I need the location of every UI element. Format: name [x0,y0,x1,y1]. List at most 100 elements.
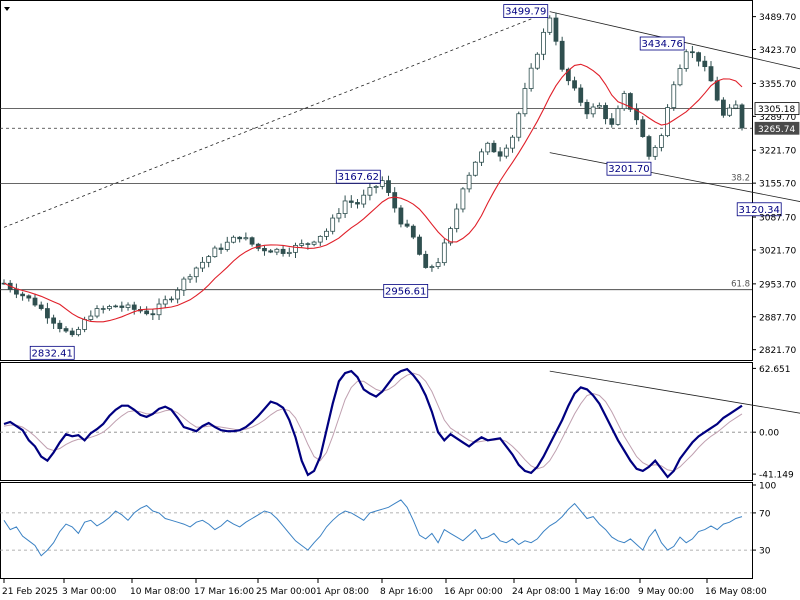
price-candle [88,310,94,322]
price-candle [286,247,292,257]
price-candle [324,228,329,241]
price-candle [113,304,119,308]
price-candle [727,104,732,117]
price-axis-label: 3087.70 [759,214,796,224]
rsi-panel [0,499,752,557]
rsi-axis-label: 100 [759,482,776,492]
price-candle [503,144,509,159]
price-candle [237,236,243,243]
price-candle [423,250,429,269]
time-axis-label: 9 May 00:00 [638,587,694,597]
price-candle [107,304,112,311]
price-axis-label: 3489.70 [759,13,796,23]
time-axis-label: 16 Apr 00:00 [444,587,503,597]
price-candle [293,242,298,258]
swing-price-text: 3120.34 [739,205,780,216]
price-candle [708,61,714,82]
price-trendline [3,11,550,228]
fib-level-label: 61.8 [731,280,750,290]
price-candle [398,205,404,228]
price-candle [317,235,323,247]
price-candle [472,161,478,177]
price-candle [386,175,391,197]
symbol-header [4,7,10,11]
price-candle [330,214,336,235]
price-candle [417,234,422,256]
price-axis-label: 3021.70 [759,246,796,256]
price-candle [479,148,484,166]
time-axis-label: 16 May 08:00 [705,587,767,597]
price-axis-label: 3355.70 [759,80,796,90]
swing-price-label: 3120.34 [736,202,782,217]
price-candle [435,257,441,270]
price-trendline [549,152,800,202]
price-candle [516,111,522,142]
price-candle [94,305,100,319]
price-axis-label: 3423.70 [759,46,796,56]
macd-signal-line [3,372,743,472]
price-candle [38,301,44,311]
price-candle [696,51,701,67]
price-candle [336,208,342,223]
price-candle [63,326,69,333]
time-axis-label: 21 Feb 2025 [2,587,58,597]
price-candle [156,298,162,321]
macd-panel [0,367,800,479]
swing-price-text: 2956.61 [385,286,426,297]
price-candle [671,81,677,111]
price-candle [615,105,621,126]
price-axis-label: 2953.70 [759,280,796,290]
price-candle [100,305,106,314]
price-candle [69,327,75,337]
price-candle [311,240,317,247]
time-axis-label: 8 Apr 16:00 [380,587,433,597]
price-candle [125,302,131,311]
price-candle [522,82,528,117]
time-axis-label: 24 Apr 08:00 [512,587,571,597]
price-candle [119,301,125,312]
macd-trendline [549,370,800,414]
macd-line [3,367,743,479]
price-candle [584,99,590,119]
price-candle [373,185,379,194]
swing-price-label: 2832.41 [29,345,75,360]
price-candle [262,245,267,256]
price-candle [57,320,63,333]
price-candle [361,189,367,208]
swing-price-text: 3499.79 [505,7,546,18]
macd-panel-frame [0,362,753,481]
price-candle [677,64,683,87]
time-axis-label: 25 Mar 00:00 [256,587,316,597]
price-candle [76,326,81,337]
price-candle [280,245,286,257]
price-candle [268,248,274,254]
price-candle [45,302,50,324]
price-tag-text: 3305.18 [758,105,795,115]
price-candle [429,264,435,272]
price-candle [534,52,540,70]
swing-price-label: 3499.79 [503,4,549,18]
price-candle [553,12,559,46]
price-candle [404,219,410,228]
price-candle [596,102,602,109]
price-candle [355,199,360,209]
price-candle [448,226,453,246]
price-tag: 3305.18 [754,102,800,115]
price-candle [410,224,416,240]
time-axis-label: 3 Mar 00:00 [62,587,117,597]
swing-price-label: 3434.76 [639,36,685,51]
price-candle [609,113,615,128]
price-axis-label: 2887.70 [759,313,796,323]
rsi-line [3,499,743,557]
macd-axis-label: -41.149 [759,471,794,481]
price-candle [646,134,652,160]
price-candle [187,273,193,283]
price-candle [342,195,348,218]
rsi-axis-label: 30 [759,547,771,557]
price-candle [603,102,608,125]
swing-price-text: 3434.76 [642,39,683,50]
swing-price-text: 3167.62 [338,172,379,183]
price-candle [144,306,150,316]
macd-axis-label: 62.651 [759,365,791,375]
